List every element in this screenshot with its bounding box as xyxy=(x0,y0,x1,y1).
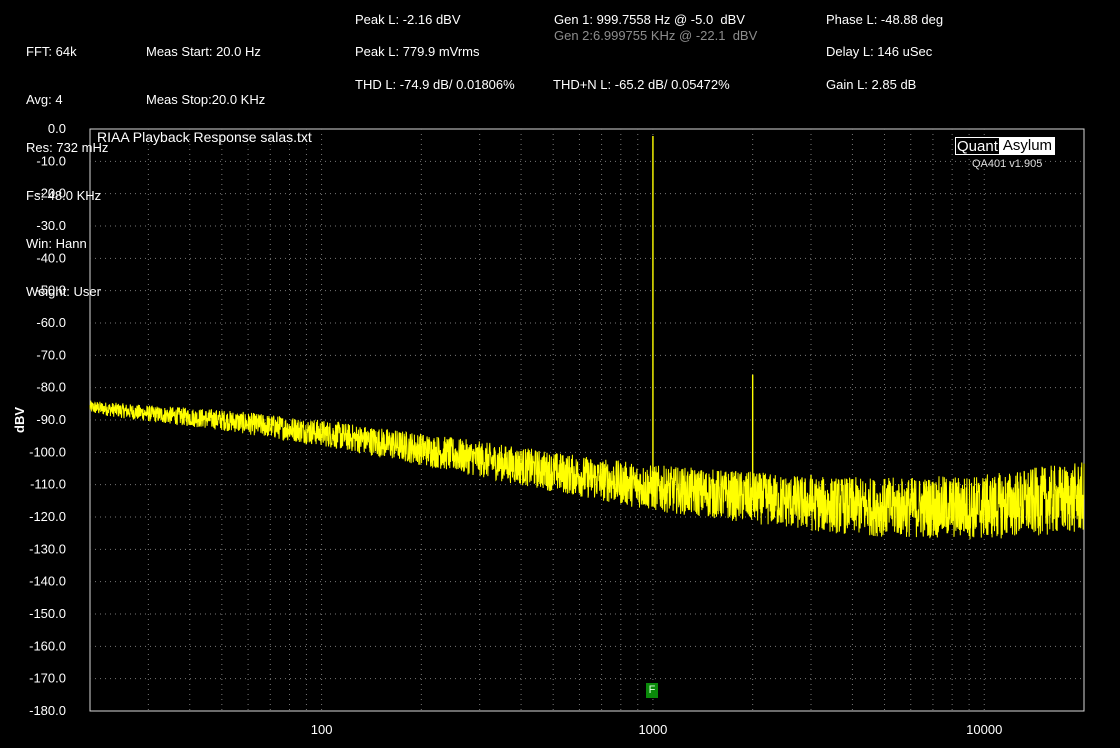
gen2: Gen 2:6.999755 KHz @ -22.1 dBV xyxy=(554,28,758,43)
y-tick-label: -100.0 xyxy=(29,444,66,459)
y-tick-label: -70.0 xyxy=(36,347,66,362)
y-tick-label: -140.0 xyxy=(29,574,66,589)
thdn-l: THD+N L: -65.2 dB/ 0.05472% xyxy=(553,77,730,92)
y-axis-label: dBV xyxy=(12,407,27,433)
y-tick-label: -10.0 xyxy=(36,153,66,168)
y-tick-label: -150.0 xyxy=(29,606,66,621)
grid-lines xyxy=(90,129,1084,711)
y-tick-label: -90.0 xyxy=(36,412,66,427)
meas-range: Meas Start: 20.0 Hz Meas Stop:20.0 KHz xyxy=(146,12,265,124)
meas-start: Meas Start: 20.0 Hz xyxy=(146,44,261,59)
peak-l-mvrms: Peak L: 779.9 mVrms xyxy=(355,44,480,59)
y-tick-label: -180.0 xyxy=(29,703,66,718)
y-axis-ticks: 0.0 -10.0 -20.0 -30.0 -40.0 -50.0 -60.0 -70.0 -8… xyxy=(29,121,66,718)
window: Win: Hann xyxy=(26,236,87,251)
y-tick-label: -80.0 xyxy=(36,380,66,395)
delay-l: Delay L: 146 uSec xyxy=(826,44,933,59)
chart-title: RIAA Playback Response salas.txt xyxy=(97,129,312,145)
y-tick-label: -160.0 xyxy=(29,638,66,653)
logo-part1: Quant xyxy=(955,137,1000,155)
series-line xyxy=(89,400,1085,540)
frequency-marker[interactable]: F xyxy=(646,683,658,698)
peak-l-dbv: Peak L: -2.16 dBV xyxy=(355,12,461,27)
averages: Avg: 4 xyxy=(26,92,63,107)
fft-settings: FFT: 64k Avg: 4 Res: 732 mHz Fs: 48.0 KH… xyxy=(26,12,108,316)
x-axis-ticks: 100 1000 10000 xyxy=(311,722,1003,737)
y-tick-label: -170.0 xyxy=(29,671,66,686)
phase-l: Phase L: -48.88 deg xyxy=(826,12,944,27)
gain-l: Gain L: 2.85 dB xyxy=(826,77,917,92)
quantasylum-logo: Quant Asylum xyxy=(955,137,1056,155)
gen1: Gen 1: 999.7558 Hz @ -5.0 dBV xyxy=(554,12,745,27)
x-tick-label: 100 xyxy=(311,722,333,737)
logo-part2: Asylum xyxy=(999,137,1056,155)
resolution: Res: 732 mHz xyxy=(26,140,109,155)
version-label: QA401 v1.905 xyxy=(972,158,1043,170)
weighting: Weight: User xyxy=(26,284,101,299)
harmonic-peaks xyxy=(652,135,985,508)
fft-size: FFT: 64k xyxy=(26,44,77,59)
y-tick-label: -20.0 xyxy=(36,186,66,201)
x-tick-label: 1000 xyxy=(638,722,667,737)
y-tick-label: -50.0 xyxy=(36,283,66,298)
y-tick-label: -30.0 xyxy=(36,218,66,233)
y-tick-label: -40.0 xyxy=(36,250,66,265)
meas-stop: Meas Stop:20.0 KHz xyxy=(146,92,266,107)
y-tick-label: -130.0 xyxy=(29,541,66,556)
y-tick-label: 0.0 xyxy=(48,121,66,136)
y-tick-label: -110.0 xyxy=(30,477,66,492)
y-tick-label: -120.0 xyxy=(29,509,66,524)
thd-l: THD L: -74.9 dB/ 0.01806% xyxy=(355,77,515,92)
y-tick-label: -60.0 xyxy=(36,315,66,330)
sample-rate: Fs: 48.0 KHz xyxy=(26,188,102,203)
x-tick-label: 10000 xyxy=(966,722,1002,737)
